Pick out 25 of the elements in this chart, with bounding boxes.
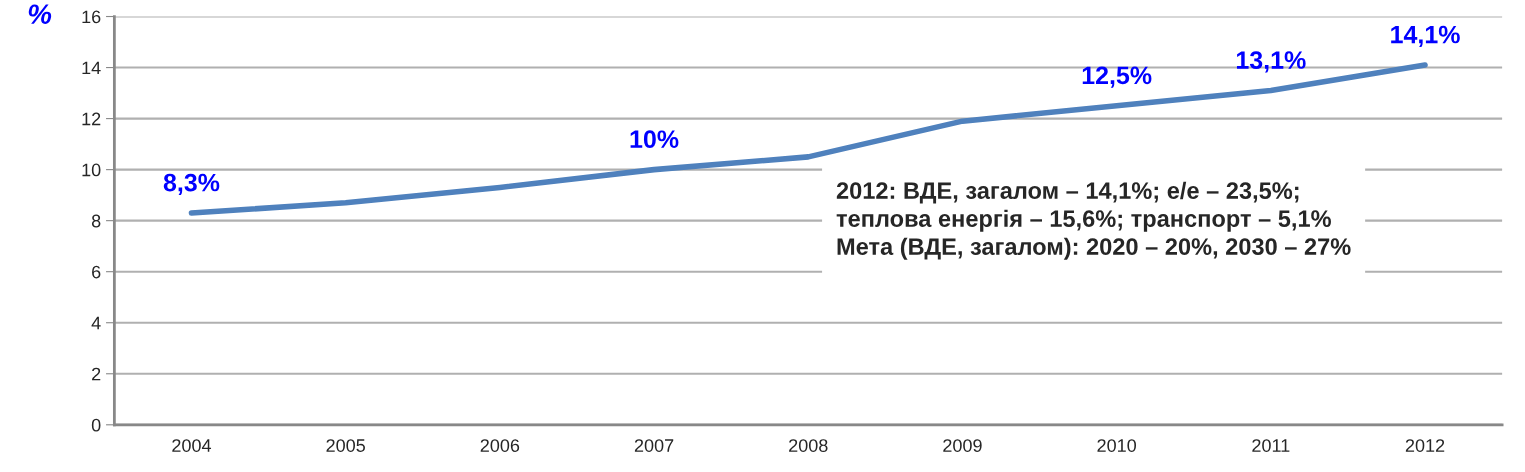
data-label: 13,1% bbox=[1236, 51, 1306, 73]
x-tick-label: 2011 bbox=[1252, 439, 1290, 452]
y-axis-title: % bbox=[28, 4, 52, 24]
x-tick-label: 2009 bbox=[943, 439, 982, 452]
x-tick-label: 2004 bbox=[172, 439, 212, 452]
y-tick-label: 12 bbox=[82, 112, 101, 126]
x-tick-label: 2007 bbox=[634, 439, 674, 452]
x-tick-label: 2005 bbox=[326, 439, 365, 452]
data-label: 10% bbox=[630, 130, 679, 149]
y-tick-label: 2 bbox=[92, 367, 101, 381]
data-label: 12,5% bbox=[1082, 66, 1152, 88]
y-tick-label: 0 bbox=[91, 418, 101, 432]
data-label: 8,3% bbox=[163, 173, 220, 196]
y-tick-label: 4 bbox=[91, 316, 101, 330]
x-tick-label: 2012 bbox=[1405, 439, 1445, 452]
y-tick-label: 16 bbox=[82, 10, 101, 24]
x-tick-label: 2010 bbox=[1097, 439, 1137, 452]
y-tick-label: 10 bbox=[82, 163, 101, 177]
data-label: 14,1% bbox=[1391, 25, 1460, 48]
y-tick-label: 8 bbox=[91, 214, 101, 228]
y-tick-label: 6 bbox=[92, 265, 101, 279]
annotation: 2012: ВДЕ, загалом – 14,1%; е/е – 23,5%; теплова енергія – 15,6%; транспорт – 5,1% Мета (ВДЕ, загалом): 2020 – 20%, 2030 – 27% bbox=[836, 181, 1351, 260]
x-tick-label: 2008 bbox=[789, 439, 828, 452]
y-tick-label: 14 bbox=[82, 61, 101, 75]
x-tick-label: 2006 bbox=[480, 439, 520, 452]
